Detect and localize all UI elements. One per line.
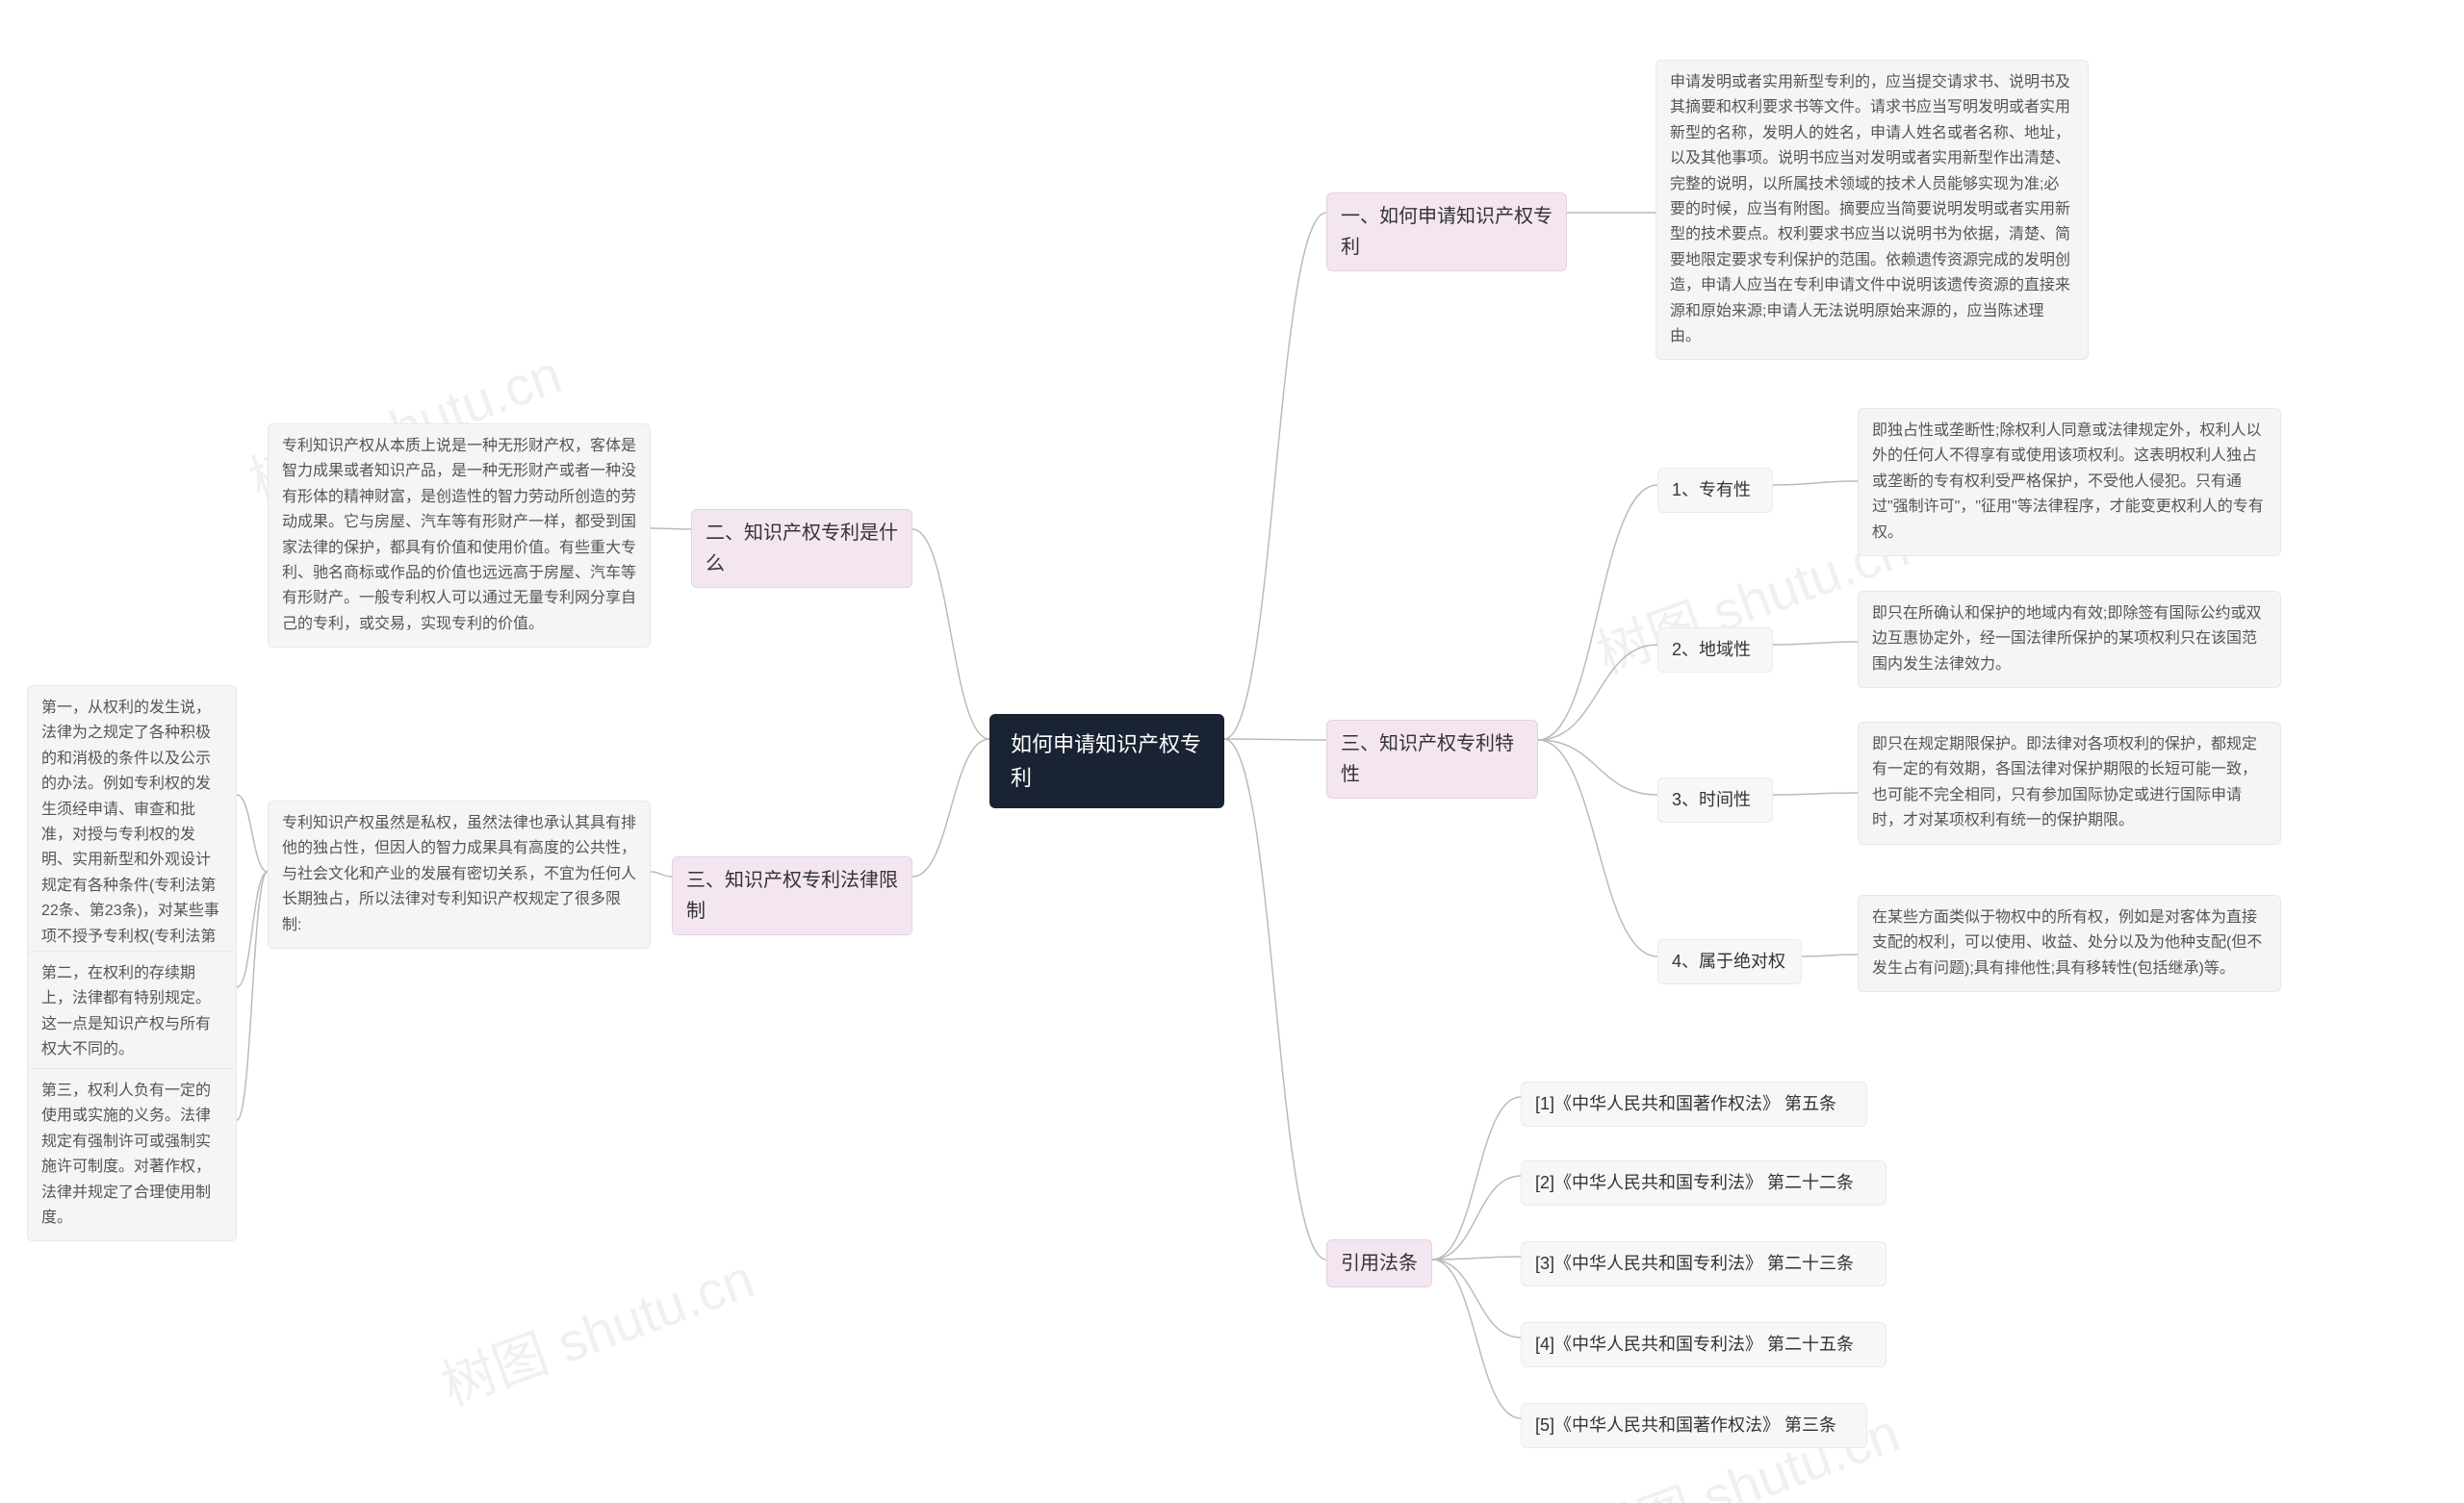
desc-l2: 专利知识产权虽然是私权，虽然法律也承认其具有排他的独占性，但因人的智力成果具有高… [268, 801, 651, 949]
root-node[interactable]: 如何申请知识产权专利 [989, 714, 1224, 808]
branch-r1[interactable]: 一、如何申请知识产权专利 [1326, 192, 1567, 271]
leaf-r2c[interactable]: 3、时间性 [1657, 777, 1773, 823]
desc-r1: 申请发明或者实用新型专利的，应当提交请求书、说明书及其摘要和权利要求书等文件。请… [1656, 60, 2089, 360]
leaf-r2b[interactable]: 2、地域性 [1657, 627, 1773, 673]
desc-r2a: 即独占性或垄断性;除权利人同意或法律规定外，权利人以外的任何人不得享有或使用该项… [1858, 408, 2281, 556]
desc-r2c: 即只在规定期限保护。即法律对各项权利的保护，都规定有一定的有效期，各国法律对保护… [1858, 722, 2281, 845]
desc-l2d2: 第二，在权利的存续期上，法律都有特别规定。这一点是知识产权与所有权大不同的。 [27, 951, 237, 1074]
watermark-3: 树图 shutu.cn [429, 1236, 763, 1420]
branch-l2[interactable]: 三、知识产权专利法律限制 [672, 856, 912, 935]
branch-r2[interactable]: 三、知识产权专利特性 [1326, 720, 1538, 799]
branch-r3[interactable]: 引用法条 [1326, 1239, 1432, 1287]
desc-l1: 专利知识产权从本质上说是一种无形财产权，客体是智力成果或者知识产品，是一种无形财… [268, 423, 651, 648]
desc-r2b: 即只在所确认和保护的地域内有效;即除签有国际公约或双边互惠协定外，经一国法律所保… [1858, 591, 2281, 688]
ref-3: [3]《中华人民共和国专利法》 第二十三条 [1521, 1241, 1886, 1286]
ref-4: [4]《中华人民共和国专利法》 第二十五条 [1521, 1322, 1886, 1367]
desc-l2d3: 第三，权利人负有一定的使用或实施的义务。法律规定有强制许可或强制实施许可制度。对… [27, 1068, 237, 1241]
desc-r2d: 在某些方面类似于物权中的所有权，例如是对客体为直接支配的权利，可以使用、收益、处… [1858, 895, 2281, 992]
leaf-r2a[interactable]: 1、专有性 [1657, 468, 1773, 513]
ref-2: [2]《中华人民共和国专利法》 第二十二条 [1521, 1160, 1886, 1206]
ref-5: [5]《中华人民共和国著作权法》 第三条 [1521, 1403, 1867, 1448]
branch-l1[interactable]: 二、知识产权专利是什么 [691, 509, 912, 588]
leaf-r2d[interactable]: 4、属于绝对权 [1657, 939, 1802, 984]
ref-1: [1]《中华人民共和国著作权法》 第五条 [1521, 1082, 1867, 1127]
